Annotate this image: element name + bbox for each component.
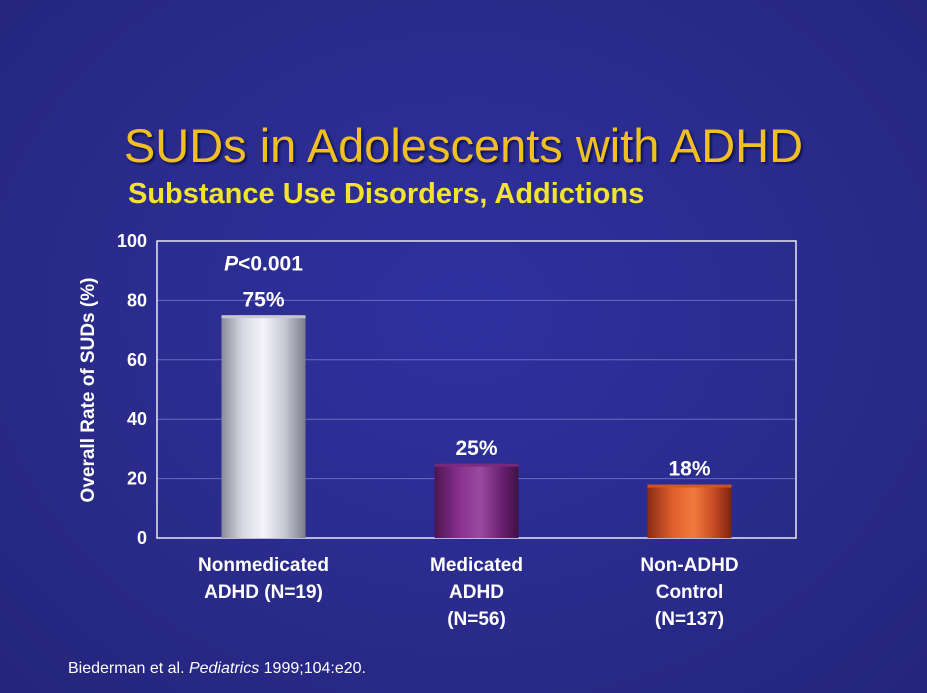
- data-labels: 75% 25% 18%: [242, 288, 710, 480]
- data-label: 75%: [242, 288, 284, 311]
- citation: Biederman et al. Pediatrics 1999;104:e20…: [68, 660, 366, 678]
- x-category-label: ADHD: [449, 582, 504, 603]
- citation-journal: Pediatrics: [188, 660, 260, 677]
- chart-subtitle: Substance Use Disorders, Addictions: [128, 178, 645, 210]
- p-value-annotation: P<0.001: [224, 252, 303, 275]
- citation-details: 1999;104:e20.: [259, 660, 366, 677]
- y-tick-label: 20: [127, 469, 147, 489]
- x-category-label: (N=56): [447, 609, 506, 630]
- x-axis-categories: Nonmedicated ADHD (N=19) Medicated ADHD (N=5…: [198, 555, 739, 630]
- bar: [221, 315, 306, 538]
- x-category-label: ADHD (N=19): [204, 582, 323, 603]
- bar: [647, 484, 732, 538]
- y-axis-ticks: 0 20 40 60 80 100: [117, 231, 147, 548]
- bar-cap: [647, 484, 732, 488]
- data-label: 18%: [668, 458, 710, 481]
- x-category-label: Non-ADHD: [640, 555, 738, 576]
- x-category-label: (N=137): [655, 609, 724, 630]
- y-tick-label: 40: [127, 409, 147, 429]
- data-label: 25%: [455, 437, 497, 460]
- x-category-label: Control: [656, 582, 724, 603]
- y-tick-label: 80: [127, 290, 147, 310]
- y-tick-label: 60: [127, 350, 147, 370]
- bar: [434, 463, 519, 538]
- x-category-label: Nonmedicated: [198, 555, 329, 576]
- bar-cap: [221, 315, 306, 319]
- bar-cap: [434, 463, 519, 467]
- x-category-label: Medicated: [430, 555, 523, 576]
- bars: [221, 315, 732, 538]
- y-tick-label: 100: [117, 231, 147, 251]
- y-tick-label: 0: [137, 528, 147, 548]
- chart-title: SUDs in Adolescents with ADHD: [123, 119, 804, 172]
- citation-authors: Biederman et al.: [68, 660, 189, 677]
